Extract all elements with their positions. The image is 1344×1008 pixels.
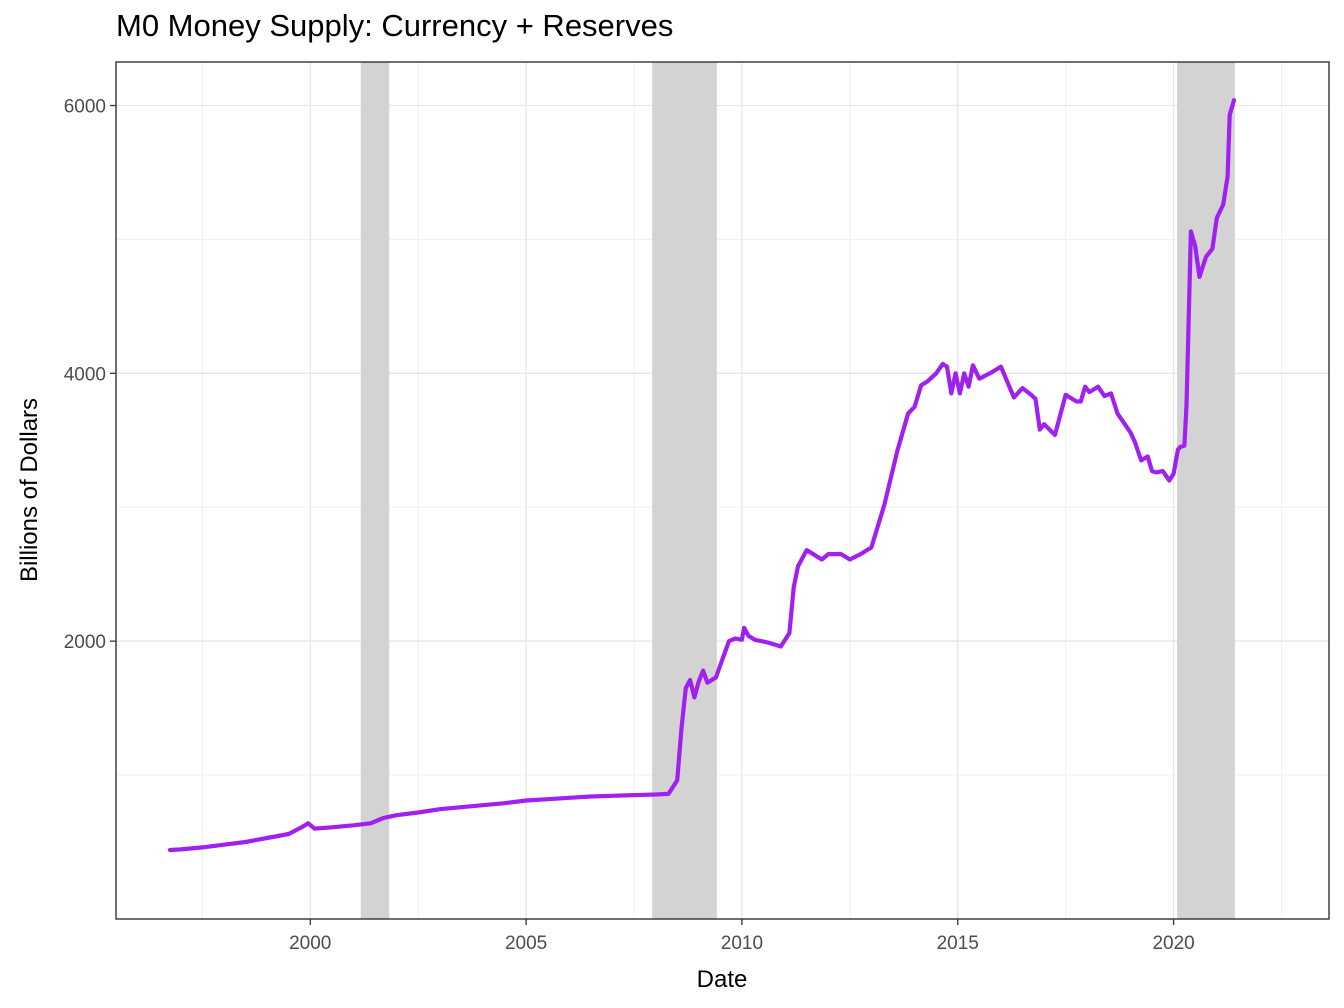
grid-major	[116, 62, 1329, 919]
x-axis: 2000 2005 2010 2015 2020	[289, 919, 1195, 954]
panel-border	[115, 61, 1330, 920]
chart-title: M0 Money Supply: Currency + Reserves	[116, 8, 674, 43]
y-tick-label: 4000	[64, 364, 106, 385]
y-axis-title: Billions of Dollars	[16, 398, 43, 582]
recession-band	[360, 62, 390, 919]
grid-minor	[116, 62, 1329, 919]
x-tick-label: 2010	[721, 933, 763, 954]
x-tick-label: 2020	[1152, 933, 1194, 954]
x-axis-title: Date	[697, 966, 748, 993]
series-line	[167, 98, 1237, 853]
x-tick-label: 2005	[505, 933, 547, 954]
y-axis: 2000 4000 6000	[64, 97, 116, 653]
y-tick-label: 6000	[64, 97, 106, 118]
panel-background	[116, 62, 1329, 919]
y-tick-label: 2000	[64, 632, 106, 653]
x-tick-label: 2000	[289, 933, 331, 954]
recession-band	[652, 62, 717, 919]
recession-shading	[360, 62, 1235, 919]
series-layer	[167, 98, 1237, 853]
x-tick-label: 2015	[937, 933, 979, 954]
